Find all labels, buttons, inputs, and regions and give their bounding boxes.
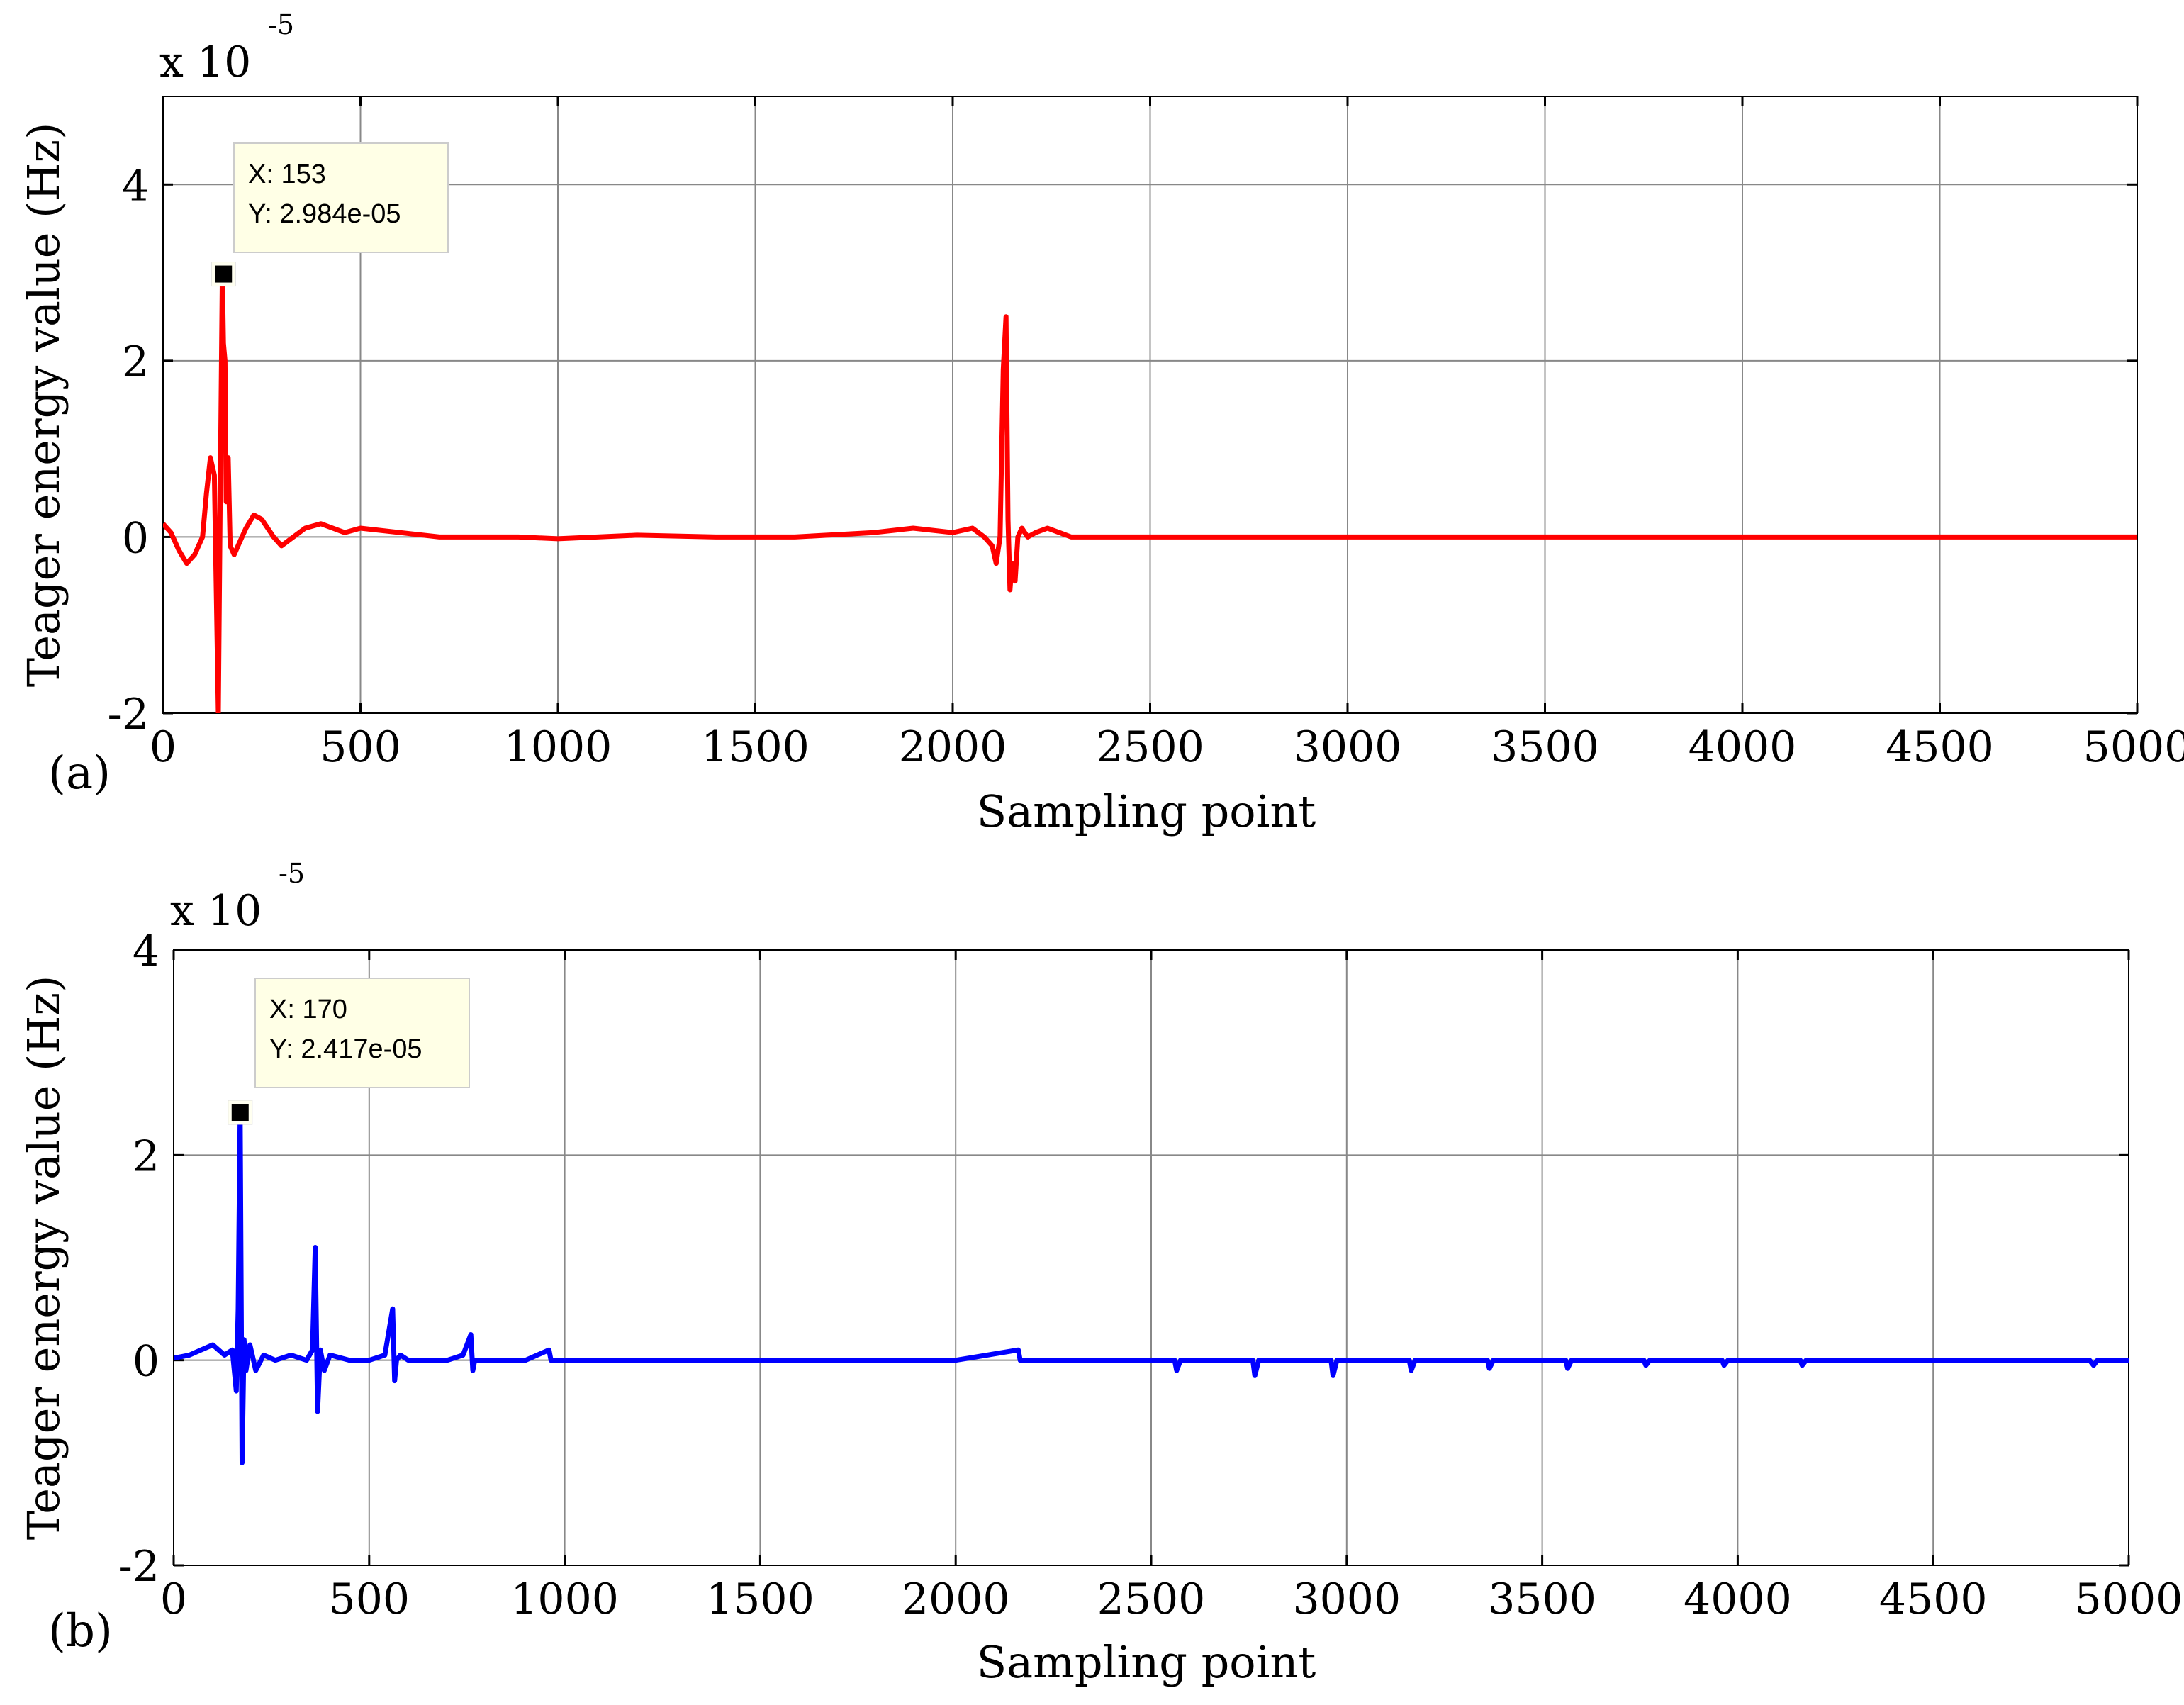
x-tick-label-a: 2500 xyxy=(1096,722,1204,772)
x-tick-label-a: 3500 xyxy=(1491,722,1599,772)
y-tick-label-a: -2 xyxy=(108,690,149,739)
panel-label-b: (b) xyxy=(48,1605,113,1658)
y-tick-label-b: 4 xyxy=(133,927,159,976)
x-tick-label-b: 3000 xyxy=(1292,1575,1401,1624)
ticks-b: 0 500 1000 1500 2000 2500 3000 3500 4000 4500 5000… xyxy=(118,927,2183,1624)
chart-panel-b: 0 500 1000 1500 2000 2500 3000 3500 4000 4500 5000… xyxy=(18,858,2183,1688)
datatip-marker[interactable] xyxy=(215,265,233,283)
y-tick-label-a: 2 xyxy=(122,337,149,387)
x-tick-label-b: 1500 xyxy=(706,1575,814,1624)
x-tick-label-b: 5000 xyxy=(2075,1575,2183,1624)
exponent-sup-a: -5 xyxy=(268,9,294,40)
y-tick-label-b: 2 xyxy=(133,1131,159,1181)
y-axis-label-b: Teager energy value (Hz) xyxy=(18,976,69,1541)
datatip-box xyxy=(233,142,449,253)
x-tick-label-a: 4500 xyxy=(1886,722,1994,772)
series-b xyxy=(174,1109,2129,1465)
x-tick-label-a: 4000 xyxy=(1689,722,1797,772)
ticks-a: 0 500 1000 1500 2000 2500 3000 3500 4000 4500 5000… xyxy=(108,96,2184,772)
y-tick-label-b: 0 xyxy=(133,1337,159,1387)
datatip-x-text: X: 153 xyxy=(248,160,326,189)
x-tick-label-a: 1000 xyxy=(504,722,612,772)
datatip-x-text: X: 170 xyxy=(269,995,347,1024)
x-tick-label-a: 5000 xyxy=(2083,722,2184,772)
x-tick-label-b: 2500 xyxy=(1097,1575,1206,1624)
datatip-a[interactable]: X: 153 Y: 2.984e-05 xyxy=(211,142,449,287)
x-tick-label-a: 500 xyxy=(320,722,401,772)
datatip-y-text: Y: 2.417e-05 xyxy=(269,1034,422,1064)
datatip-box xyxy=(254,978,470,1088)
x-tick-label-b: 1000 xyxy=(510,1575,619,1624)
y-axis-label-a: Teager energy value (Hz) xyxy=(18,123,69,688)
exponent-label-a: x 10 xyxy=(159,38,251,87)
x-tick-label-a: 3000 xyxy=(1294,722,1402,772)
x-tick-label-b: 2000 xyxy=(902,1575,1010,1624)
series-line-b xyxy=(174,1109,2129,1465)
x-tick-label-b: 4000 xyxy=(1684,1575,1792,1624)
y-tick-label-b: -2 xyxy=(118,1542,159,1592)
datatip-b[interactable]: X: 170 Y: 2.417e-05 xyxy=(228,978,470,1125)
exponent-sup-b: -5 xyxy=(279,858,305,889)
x-tick-label-a: 2000 xyxy=(899,722,1007,772)
x-tick-label-b: 4500 xyxy=(1879,1575,1988,1624)
chart-panel-a: 0 500 1000 1500 2000 2500 3000 3500 4000 4500 5000… xyxy=(18,9,2184,837)
x-tick-label-b: 0 xyxy=(160,1575,187,1624)
x-tick-label-a: 1500 xyxy=(701,722,810,772)
datatip-y-text: Y: 2.984e-05 xyxy=(248,199,401,229)
x-axis-label-b: Sampling point xyxy=(977,1636,1316,1688)
datatip-marker[interactable] xyxy=(231,1104,249,1122)
x-tick-label-a: 0 xyxy=(150,722,177,772)
x-tick-label-b: 3500 xyxy=(1488,1575,1596,1624)
x-tick-label-b: 500 xyxy=(329,1575,410,1624)
panel-label-a: (a) xyxy=(48,747,111,800)
y-tick-label-a: 0 xyxy=(122,513,149,563)
y-tick-label-a: 4 xyxy=(122,161,149,211)
exponent-label-b: x 10 xyxy=(170,886,262,936)
x-axis-label-a: Sampling point xyxy=(977,786,1316,837)
